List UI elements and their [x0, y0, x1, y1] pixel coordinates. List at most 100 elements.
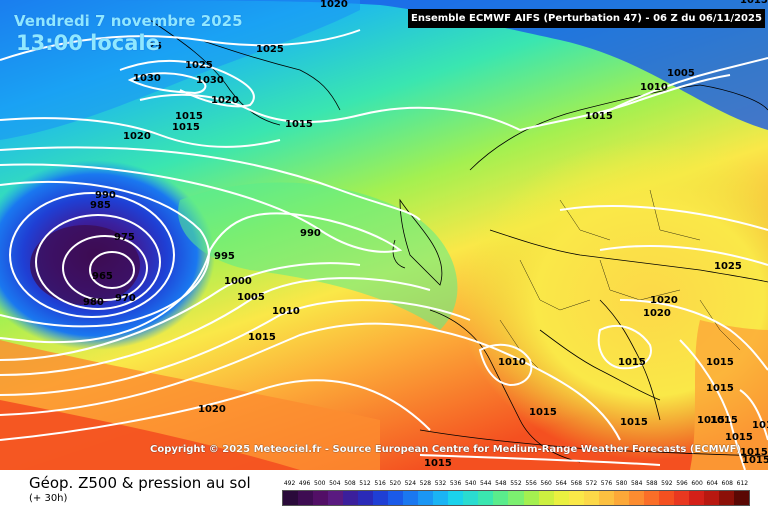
- isobar-1025-east: [599, 244, 768, 266]
- italy-coast: [599, 299, 661, 421]
- cyan-band: [0, 0, 360, 140]
- scale-label: 540: [464, 480, 477, 487]
- isobar-1005: [0, 277, 431, 376]
- isobar-1020-top: [0, 29, 361, 61]
- scale-label: 576: [600, 480, 613, 487]
- scale-swatch: [313, 491, 329, 505]
- north-africa-coast: [419, 429, 768, 457]
- scale-label: 592: [661, 480, 673, 487]
- isobar-995: [0, 146, 421, 221]
- isobar-label: 1015: [706, 357, 734, 368]
- scale-label: 596: [676, 480, 688, 487]
- scale-label: 508: [344, 480, 356, 487]
- scale-swatch: [553, 491, 569, 505]
- isobar-label: 1020: [643, 308, 671, 319]
- isobar-label: 1025: [256, 44, 284, 55]
- map-parameter-title: Géop. Z500 & pression au sol: [29, 474, 251, 492]
- ireland: [392, 239, 406, 269]
- map-canvas: 1020 1025 1030 1025 1030 1020 1015 1015 …: [0, 0, 768, 470]
- british-isles: [399, 198, 443, 286]
- scale-label: 500: [314, 480, 326, 487]
- isobar-label: 1015: [706, 383, 734, 394]
- green-trough: [178, 182, 458, 330]
- isobar-label: 1020: [123, 131, 151, 142]
- scale-label: 556: [525, 480, 537, 487]
- isobar-1015-far-se: [739, 389, 768, 441]
- isobar-985: [0, 181, 210, 328]
- scale-swatch: [598, 491, 614, 505]
- isobar-1020-south: [0, 379, 431, 441]
- scale-label: 604: [706, 480, 718, 487]
- isobar-label: 1020: [211, 95, 239, 106]
- scale-swatch: [328, 491, 344, 505]
- european-ridge: [460, 140, 768, 460]
- copyright-notice: Copyright © 2025 Meteociel.fr - Source E…: [150, 444, 741, 455]
- scale-swatch: [493, 491, 509, 505]
- isobar-1010-med: [478, 343, 533, 387]
- isobar-1020-east: [559, 205, 768, 231]
- scale-label: 584: [630, 480, 643, 487]
- scale-swatch: [718, 491, 734, 505]
- isobar-label: 1015: [618, 357, 646, 368]
- border-4: [649, 189, 701, 241]
- forecast-lead-time: (+ 30h): [29, 493, 68, 504]
- scale-swatch: [613, 491, 629, 505]
- scale-swatch: [733, 491, 749, 505]
- isobar-label: 990: [300, 228, 321, 239]
- scale-label: 532: [434, 480, 447, 487]
- isobar-970: [62, 235, 148, 301]
- scale-label: 608: [721, 480, 733, 487]
- isobar-1000: [0, 262, 361, 361]
- scale-swatch: [403, 491, 419, 505]
- isobar-label: 985: [90, 200, 111, 211]
- scale-swatch: [388, 491, 404, 505]
- isobar-1020-north: [0, 117, 281, 148]
- northern-europe-coast: [489, 229, 768, 283]
- scale-cells: [282, 490, 750, 506]
- isobar-980: [9, 192, 175, 318]
- isobar-1010-ne: [519, 74, 731, 131]
- model-run-banner: Ensemble ECMWF AIFS (Perturbation 47) - …: [408, 9, 765, 28]
- isobar-1005-ne: [599, 57, 768, 116]
- isobar-label: 1015: [697, 415, 725, 426]
- southern-hot-band: [0, 400, 300, 470]
- isobar-label: 1015: [740, 0, 768, 6]
- scale-label: 544: [480, 480, 492, 487]
- isobar-label: 1025: [714, 261, 742, 272]
- scale-label: 512: [359, 480, 371, 487]
- scale-label: 600: [691, 480, 703, 487]
- scale-label: 516: [374, 480, 386, 487]
- isobar-label: 1020: [320, 0, 348, 10]
- scale-swatch: [538, 491, 554, 505]
- iceland-coast: [199, 39, 341, 111]
- low-center: [30, 225, 140, 305]
- scale-swatch: [688, 491, 704, 505]
- isobar-label: 965: [92, 271, 113, 282]
- scale-swatch: [298, 491, 314, 505]
- isobar-label: 1030: [196, 75, 224, 86]
- scale-label: 564: [555, 480, 567, 487]
- scale-label: 560: [540, 480, 552, 487]
- isobar-label: 1020: [198, 404, 226, 415]
- isobar-label: 1015: [752, 420, 768, 431]
- scale-label: 572: [585, 480, 598, 487]
- isobar-label: 995: [214, 251, 235, 262]
- isobar-label: 970: [115, 293, 136, 304]
- isobar-label: 1010: [640, 82, 668, 93]
- forecast-map: 1020 1025 1030 1025 1030 1020 1015 1015 …: [0, 0, 768, 470]
- scale-label: 552: [510, 480, 522, 487]
- border-2: [599, 259, 681, 301]
- scale-swatch: [448, 491, 464, 505]
- isobar-975: [35, 214, 161, 310]
- scale-swatch: [658, 491, 674, 505]
- scale-swatch: [418, 491, 434, 505]
- isobar-label: 1015: [248, 332, 276, 343]
- isobar-1015-north: [139, 93, 521, 131]
- isobar-lines: [0, 29, 768, 470]
- scale-label: 568: [570, 480, 583, 487]
- scale-label: 536: [449, 480, 462, 487]
- scale-swatch: [463, 491, 479, 505]
- isobar-label: 1015: [529, 407, 557, 418]
- scale-swatch: [433, 491, 449, 505]
- color-scale-legend: 492 496 500 504 508 512 516 520 524 528 532 536 540 5…: [282, 479, 750, 507]
